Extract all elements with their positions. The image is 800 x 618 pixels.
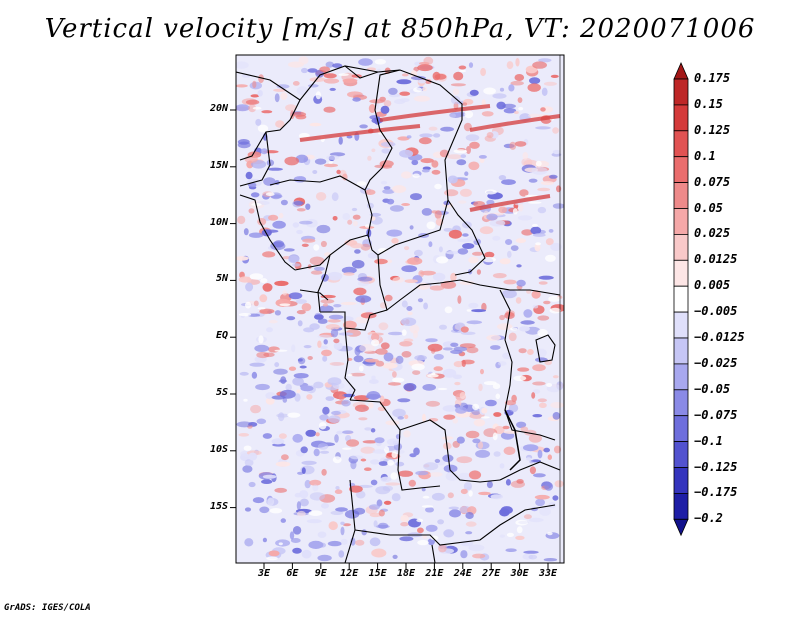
y-tick-label: 10N — [209, 216, 228, 228]
colorbar-tick-label: −0.05 — [694, 381, 731, 396]
colorbar-segment — [673, 467, 689, 494]
colorbar-tick-label: −0.0125 — [694, 330, 745, 344]
colorbar-tick-label: 0.075 — [694, 174, 731, 189]
x-tick-label: 15E — [368, 568, 387, 579]
x-tick-label: 6E — [286, 568, 299, 579]
x-tick-label: 9E — [314, 568, 327, 579]
x-tick-label: 24E — [453, 568, 472, 579]
y-tick-label: 5S — [215, 387, 228, 398]
colorbar — [673, 62, 689, 537]
y-tick-label: 15S — [209, 500, 228, 512]
colorbar-segment — [673, 363, 689, 391]
colorbar-segment — [673, 78, 689, 106]
colorbar-tick-label: 0.0125 — [694, 252, 738, 267]
colorbar-segment — [673, 311, 689, 339]
chart-title: Vertical velocity [m/s] at 850hPa, VT: 2… — [44, 14, 756, 44]
colorbar-segment — [673, 208, 689, 235]
credit-text: GrADS: IGES/COLA — [4, 603, 91, 613]
y-tick-label: 5N — [215, 273, 228, 285]
colorbar-segment — [673, 285, 689, 313]
x-tick-label: 33E — [538, 568, 558, 579]
colorbar-top-triangle — [673, 62, 689, 80]
colorbar-tick-label: −0.125 — [694, 459, 738, 474]
colorbar-tick-label: 0.1 — [694, 148, 716, 163]
y-tick-label: 15N — [209, 159, 228, 171]
colorbar-segment — [673, 259, 689, 287]
colorbar-tick-label: −0.175 — [694, 485, 738, 500]
colorbar-segment — [673, 389, 689, 417]
x-tick-label: 3E — [257, 568, 271, 579]
colorbar-tick-label: −0.075 — [694, 407, 738, 422]
colorbar-segment — [673, 130, 689, 158]
y-tick-label: 20N — [209, 103, 228, 114]
colorbar-segment — [673, 415, 689, 443]
y-tick-label: EQ — [215, 330, 228, 342]
colorbar-tick-label: 0.025 — [694, 226, 731, 241]
colorbar-tick-label: 0.005 — [694, 278, 731, 293]
colorbar-bottom-triangle — [673, 518, 689, 537]
colorbar-tick-label: −0.025 — [694, 355, 738, 370]
colorbar-segment — [673, 441, 689, 468]
colorbar-tick-label: 0.125 — [694, 122, 731, 137]
x-tick-label: 18E — [396, 568, 416, 579]
colorbar-segment — [673, 182, 689, 209]
country-borders — [236, 55, 561, 563]
x-tick-label: 21E — [425, 568, 444, 579]
y-tick-label: 10S — [209, 443, 228, 455]
map-axis-ticks — [230, 109, 549, 569]
colorbar-segment — [673, 233, 689, 261]
x-tick-label: 27E — [482, 568, 501, 579]
colorbar-tick-label: −0.1 — [694, 433, 723, 448]
velocity-field — [236, 55, 564, 563]
colorbar-segment — [673, 104, 689, 132]
colorbar-segment — [673, 156, 689, 183]
colorbar-tick-label: 0.05 — [694, 200, 723, 215]
colorbar-tick-label: 0.15 — [694, 96, 723, 111]
colorbar-segment — [673, 492, 689, 520]
colorbar-segment — [673, 337, 689, 365]
colorbar-tick-label: −0.005 — [694, 304, 738, 319]
colorbar-tick-label: 0.175 — [694, 71, 731, 85]
x-tick-label: 30E — [510, 568, 529, 579]
colorbar-tick-label: −0.2 — [694, 511, 723, 526]
x-tick-label: 12E — [340, 568, 359, 579]
